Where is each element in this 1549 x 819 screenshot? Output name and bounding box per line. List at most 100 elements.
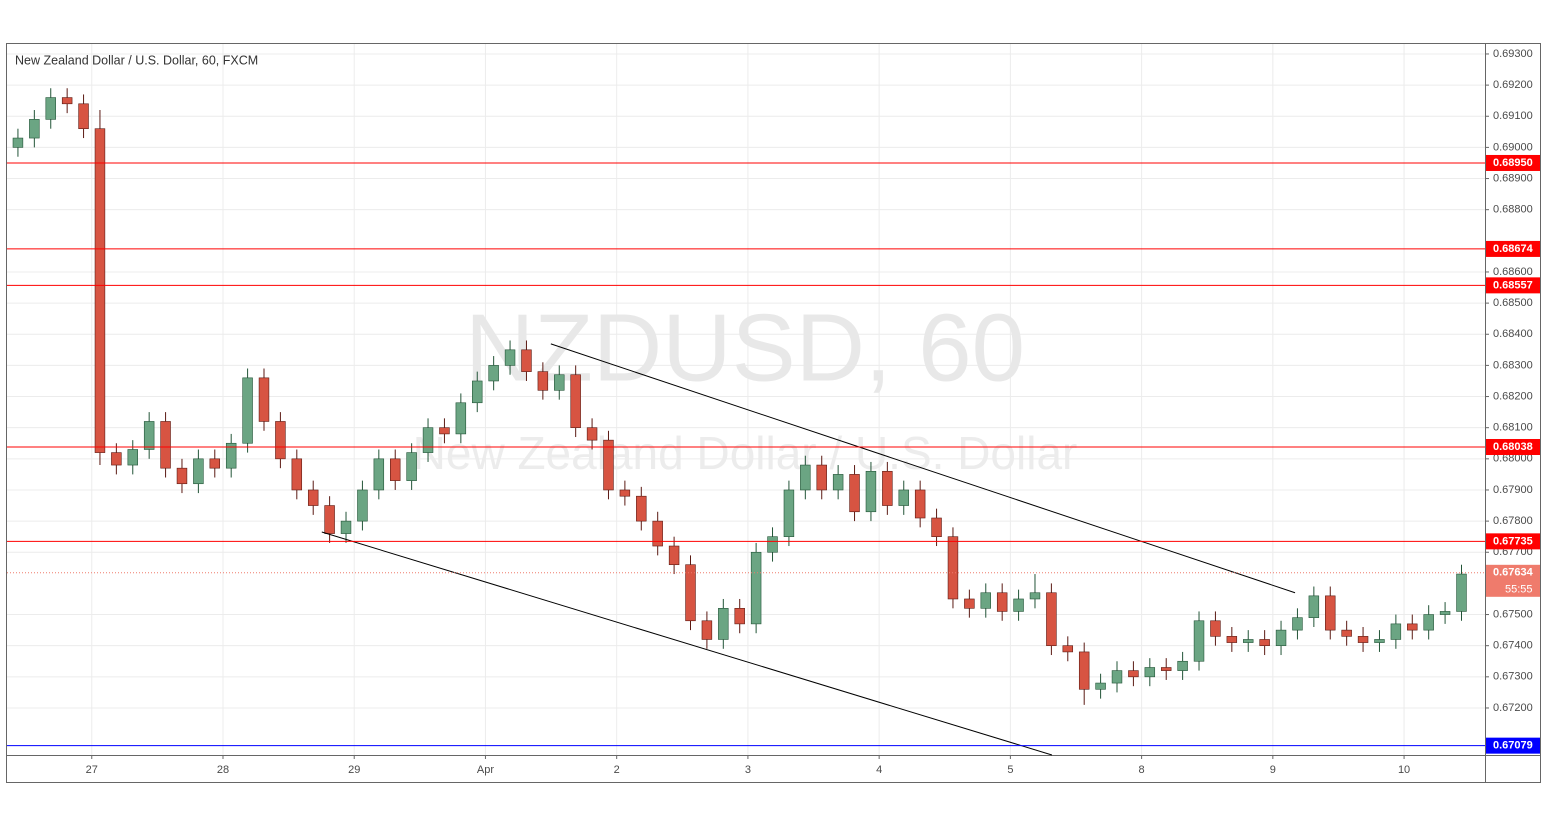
candle-body (832, 474, 844, 491)
candle-body (1095, 682, 1106, 690)
candle-body (390, 458, 401, 481)
current-price-label: 0.67634 (1493, 567, 1534, 579)
x-tick-label: 28 (217, 764, 229, 776)
candle-body (127, 449, 138, 466)
y-tick-label: 0.69300 (1493, 48, 1533, 60)
candle-body (1078, 651, 1090, 690)
y-tick-label: 0.68000 (1493, 453, 1533, 465)
candle-body (750, 551, 762, 625)
candle-body (307, 489, 319, 506)
y-tick-label: 0.68300 (1493, 359, 1533, 371)
candle-body (291, 458, 303, 491)
y-tick-label: 0.68100 (1493, 422, 1533, 434)
candle-body (800, 464, 811, 491)
chart-frame (6, 43, 1541, 783)
plot (12, 88, 1467, 756)
level-label: 0.68557 (1493, 279, 1533, 291)
x-tick-label: 27 (86, 764, 98, 776)
y-tick-label: 0.67800 (1493, 515, 1533, 527)
y-tick-label: 0.67200 (1493, 702, 1533, 714)
candle-body (1193, 620, 1205, 662)
watermark-subtitle: New Zealand Dollar / U.S. Dollar (413, 427, 1078, 479)
y-tick-label: 0.68400 (1493, 328, 1533, 340)
candle-body (1259, 639, 1270, 646)
candle-body (882, 470, 893, 506)
candle-body (1111, 670, 1123, 684)
candle-body (1177, 660, 1188, 671)
candle-body (193, 458, 204, 485)
candle-body (1226, 636, 1238, 643)
candle-body (406, 452, 417, 481)
x-tick-label: 29 (348, 764, 360, 776)
candle-body (143, 421, 155, 450)
candle-body (964, 598, 975, 609)
trend-line (550, 343, 1296, 594)
candle-body (176, 467, 188, 485)
candle-body (701, 620, 713, 640)
candle-body (1456, 573, 1467, 612)
candle-body (1407, 623, 1418, 631)
candle-body (865, 470, 877, 513)
y-tick-label: 0.67300 (1493, 671, 1533, 683)
trend-line (321, 531, 1053, 756)
candle-body (209, 458, 221, 469)
candle-body (1423, 614, 1434, 631)
chart-title: New Zealand Dollar / U.S. Dollar, 60, FX… (15, 53, 258, 67)
candle-body (275, 421, 286, 460)
candle-body (1062, 645, 1074, 653)
candle-body (488, 365, 499, 382)
level-label-box (1486, 154, 1540, 171)
x-tick-label: 4 (876, 764, 882, 776)
candle-body (767, 536, 778, 553)
x-tick-label: 3 (745, 764, 751, 776)
candle-body (1160, 667, 1172, 671)
candle-body (619, 489, 631, 497)
candle-body (1210, 620, 1221, 637)
x-tick-label: 10 (1398, 764, 1410, 776)
candle-body (455, 402, 467, 435)
candle-body (373, 458, 385, 491)
grid (7, 44, 1485, 755)
level-label: 0.68674 (1493, 243, 1534, 255)
candle-body (45, 97, 56, 120)
candle-body (1275, 629, 1287, 646)
candle-body (225, 442, 237, 469)
y-tick-label: 0.69200 (1493, 79, 1533, 91)
candle-body (1013, 598, 1024, 612)
candle-body (914, 489, 926, 519)
candle-body (1390, 623, 1402, 640)
y-tick-label: 0.69000 (1493, 141, 1533, 153)
candle-body (1292, 617, 1303, 631)
candle-body (357, 489, 368, 522)
x-tick-label: 2 (614, 764, 620, 776)
candle-body (996, 592, 1008, 612)
candle-body (472, 380, 483, 404)
y-tick-label: 0.68500 (1493, 297, 1533, 309)
candle-body (1128, 670, 1139, 678)
candle-body (78, 103, 89, 130)
level-label-box (1486, 438, 1540, 455)
candle-body (783, 489, 795, 537)
candle-body (980, 592, 991, 609)
x-tick-label: 8 (1139, 764, 1145, 776)
candle-body (603, 439, 614, 491)
candle-body (898, 489, 909, 506)
y-tick-label: 0.67500 (1493, 608, 1533, 620)
candle-body (340, 520, 352, 534)
candle-body (324, 505, 335, 534)
candle-body (586, 427, 598, 441)
candle-body (242, 377, 253, 444)
candle-body (1243, 639, 1254, 643)
current-price-box (1486, 564, 1540, 597)
candle-body (1357, 636, 1369, 643)
y-tick-label: 0.69100 (1493, 110, 1533, 122)
y-tick-label: 0.68800 (1493, 204, 1533, 216)
x-tick-label: 5 (1007, 764, 1013, 776)
candle-body (29, 119, 40, 139)
level-label: 0.68038 (1493, 441, 1533, 453)
level-label-box (1486, 533, 1540, 550)
y-tick-label: 0.68200 (1493, 390, 1533, 402)
level-label: 0.67079 (1493, 740, 1533, 752)
